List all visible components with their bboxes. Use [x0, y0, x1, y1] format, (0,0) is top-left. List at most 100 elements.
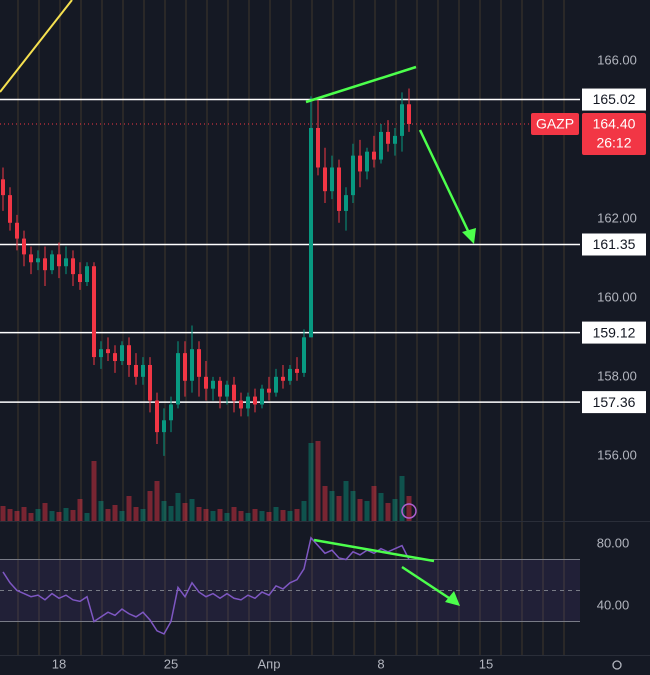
- session-stripe: [563, 0, 565, 655]
- candle-body: [29, 254, 33, 263]
- candle-body: [309, 127, 313, 338]
- symbol-box: [531, 113, 579, 136]
- y-tick-label: 158.00: [597, 368, 637, 383]
- candle-body: [57, 254, 61, 267]
- candle-body: [302, 337, 306, 373]
- session-stripe: [521, 0, 523, 655]
- volume-bar: [189, 499, 195, 521]
- volume-bar: [28, 513, 34, 521]
- volume-bar: [105, 509, 111, 521]
- session-stripe: [164, 0, 166, 655]
- candle-body: [225, 384, 229, 397]
- volume-bar: [294, 509, 300, 521]
- session-stripe: [290, 0, 292, 655]
- session-stripe: [479, 0, 481, 655]
- volume-bar: [175, 493, 181, 521]
- candle-body: [50, 254, 54, 271]
- session-stripe: [353, 0, 355, 655]
- volume-bar: [252, 509, 258, 521]
- candle-body: [197, 349, 201, 377]
- session-stripe: [416, 0, 418, 655]
- volume-bar: [385, 503, 391, 521]
- candle-body: [365, 151, 369, 172]
- candle-body: [141, 364, 145, 377]
- candle-body: [36, 258, 40, 263]
- last-price-label: 164.40: [593, 116, 636, 132]
- session-stripe: [101, 0, 103, 655]
- countdown: 26:12: [596, 135, 631, 151]
- volume-bar: [182, 503, 188, 521]
- volume-bar: [322, 486, 328, 521]
- volume-bar: [392, 499, 398, 521]
- candle-body: [134, 364, 138, 377]
- candle-body: [120, 345, 124, 362]
- candle-body: [176, 353, 180, 405]
- volume-bar: [364, 501, 370, 521]
- volume-bar: [280, 510, 286, 521]
- x-tick-label: 18: [52, 656, 66, 671]
- candle-body: [407, 104, 411, 125]
- volume-bar: [238, 511, 244, 521]
- candle-body: [400, 104, 404, 136]
- volume-bar: [357, 499, 363, 521]
- session-stripe: [437, 0, 439, 655]
- volume-bar: [70, 510, 76, 521]
- candle-body: [351, 155, 355, 196]
- session-stripe: [332, 0, 334, 655]
- volume-bar: [91, 461, 97, 521]
- rsi-divergence-line: [313, 538, 435, 563]
- candle-body: [344, 195, 348, 211]
- candle-body: [92, 266, 96, 358]
- volume-bar: [315, 441, 321, 521]
- plot: 165.02 161.35 159.12 157.36 156.00 158.00 160.…: [0, 52, 646, 671]
- candle-body: [183, 353, 187, 381]
- volume-bar: [42, 503, 48, 521]
- candle-body: [288, 368, 292, 381]
- volume-bar: [336, 496, 342, 521]
- volume-bar: [406, 496, 412, 521]
- session-stripe: [227, 0, 229, 655]
- session-separators: [17, 0, 565, 655]
- candle-body: [316, 127, 320, 168]
- candle-body: [274, 376, 278, 393]
- session-stripe: [59, 0, 61, 655]
- y-tick-label: 160.00: [597, 289, 637, 304]
- level-label-box: [582, 88, 646, 111]
- volume-bar: [112, 505, 118, 521]
- candle-body: [169, 404, 173, 421]
- settings-icon[interactable]: [612, 660, 622, 670]
- volume-bar: [287, 511, 293, 521]
- volume-bar: [126, 496, 132, 521]
- x-tick-label: 25: [164, 656, 178, 671]
- rsi-line: [2, 536, 410, 635]
- candle-body: [22, 238, 26, 255]
- divergence-line: [305, 65, 417, 104]
- candle-body: [358, 155, 362, 172]
- volume-bar: [7, 509, 13, 521]
- volume-bar: [168, 506, 174, 521]
- volume-bar: [154, 481, 160, 521]
- candle-body: [295, 368, 299, 373]
- session-stripe: [395, 0, 397, 655]
- candle-body: [1, 179, 5, 196]
- volume-bar: [14, 511, 20, 521]
- candle-body: [323, 167, 327, 192]
- candle-body: [372, 151, 376, 160]
- event-icon[interactable]: [401, 503, 417, 519]
- volume-bar: [259, 511, 265, 521]
- y-tick-label: 162.00: [597, 210, 637, 225]
- candle-body: [379, 131, 383, 160]
- candle-body: [99, 349, 103, 358]
- candle-body: [8, 195, 12, 223]
- arrow: [418, 129, 472, 236]
- volume-bar: [35, 509, 41, 521]
- level-label-box: [582, 321, 646, 344]
- session-stripe: [458, 0, 460, 655]
- candle-body: [155, 400, 159, 433]
- session-stripe: [122, 0, 124, 655]
- volume-bar: [63, 508, 69, 521]
- candle-body: [204, 376, 208, 389]
- volume-bar: [147, 491, 153, 521]
- session-stripe: [38, 0, 40, 655]
- candle-body: [386, 131, 390, 144]
